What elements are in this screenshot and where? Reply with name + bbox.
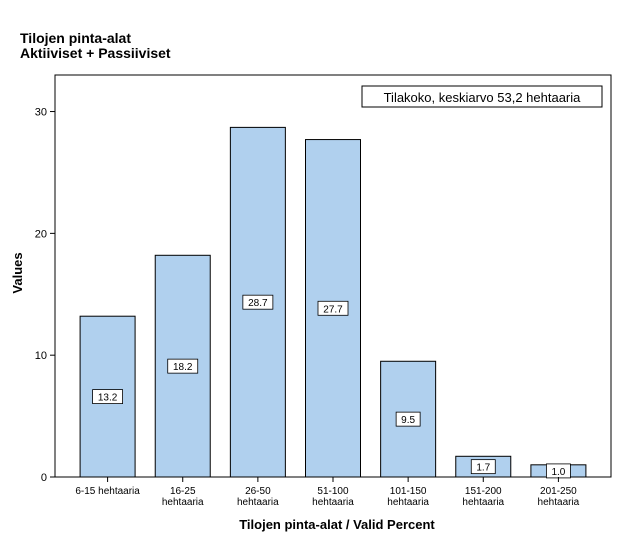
- x-tick-label: hehtaaria: [162, 497, 204, 508]
- x-axis-title: Tilojen pinta-alat / Valid Percent: [239, 517, 435, 532]
- data-label: 28.7: [248, 298, 268, 309]
- data-label-box: [242, 294, 274, 310]
- x-tick-label: hehtaaria: [237, 497, 279, 508]
- x-axis: 6-15 hehtaaria 16-25hehtaaria26-50hehtaar…: [75, 477, 580, 508]
- x-tick-label: 6-15 hehtaaria: [75, 486, 140, 497]
- data-label: 18.2: [173, 362, 193, 373]
- x-tick-label: 101-150: [390, 486, 427, 497]
- chart-title: Tilojen pinta-alat: [20, 30, 131, 46]
- data-label: 1.7: [476, 463, 490, 474]
- annotation-text: Tilakoko, keskiarvo 53,2 hehtaaria: [384, 90, 582, 105]
- x-tick-label: hehtaaria: [462, 497, 504, 508]
- x-tick-label: 16-25: [170, 486, 196, 497]
- x-tick-label: hehtaaria: [387, 497, 429, 508]
- data-label-box: [317, 300, 349, 316]
- y-axis: 0 10 20 30: [35, 107, 55, 484]
- data-label: 1.0: [551, 467, 565, 478]
- x-tick-label: 151-200: [465, 486, 502, 497]
- x-tick-label: hehtaaria: [312, 497, 354, 508]
- data-label-box: [470, 459, 496, 475]
- data-label-box: [167, 358, 199, 374]
- data-label-box: [395, 411, 421, 427]
- data-label: 13.2: [98, 393, 118, 404]
- chart-subtitle: Aktiiviset + Passiiviset: [20, 45, 171, 61]
- x-tick-label: 51-100: [317, 486, 349, 497]
- data-label: 9.5: [401, 415, 415, 426]
- x-tick-label: 201-250: [540, 486, 577, 497]
- x-tick-label: hehtaaria: [538, 497, 580, 508]
- y-axis-title: Values: [10, 252, 25, 293]
- bars: 13.2 18.2 28.7 27.7 9.5 1.7 1.0: [79, 126, 587, 479]
- x-tick-label: 26-50: [245, 486, 271, 497]
- y-tick-label: 30: [35, 107, 47, 119]
- annotation-box: Tilakoko, keskiarvo 53,2 hehtaaria: [361, 85, 603, 108]
- y-tick-label: 20: [35, 228, 47, 240]
- y-tick-label: 0: [41, 472, 47, 484]
- y-tick-label: 10: [35, 350, 47, 362]
- data-label: 27.7: [323, 304, 343, 315]
- data-label-box: [92, 389, 123, 405]
